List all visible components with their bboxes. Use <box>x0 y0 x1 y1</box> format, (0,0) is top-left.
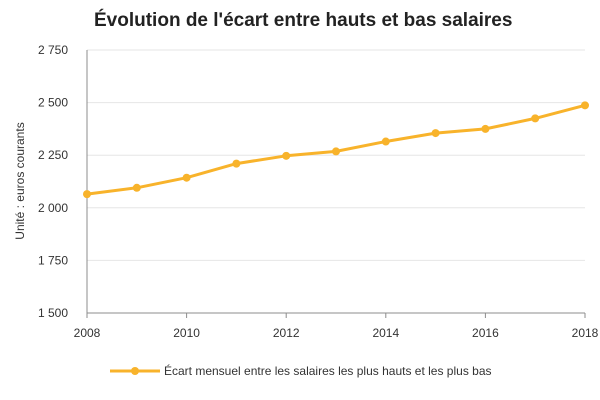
y-tick-label: 2 250 <box>38 148 68 162</box>
x-tick-label: 2010 <box>173 326 200 340</box>
data-point[interactable] <box>332 147 340 156</box>
axes: 1 500 1 750 2 000 2 250 2 500 2 750 2008 2010 20… <box>38 43 599 340</box>
x-tick-label: 2014 <box>372 326 399 340</box>
x-tick-label: 2018 <box>572 326 599 340</box>
data-point[interactable] <box>581 101 589 110</box>
data-point[interactable] <box>481 124 490 133</box>
series-layer <box>83 101 589 199</box>
x-tick-label: 2016 <box>472 326 499 340</box>
y-tick-label: 2 000 <box>38 201 68 215</box>
x-tick-label: 2012 <box>273 326 300 340</box>
x-tick-label: 2008 <box>74 326 101 340</box>
data-point[interactable] <box>431 129 440 138</box>
legend-label: Écart mensuel entre les salaires les plu… <box>164 363 492 378</box>
data-point[interactable] <box>232 159 241 168</box>
data-point[interactable] <box>83 190 91 199</box>
legend: Écart mensuel entre les salaires les plu… <box>110 363 492 378</box>
chart-title: Évolution de l'écart entre hauts et bas … <box>94 9 512 31</box>
data-point[interactable] <box>381 137 390 146</box>
y-tick-label: 1 750 <box>38 253 68 267</box>
data-point[interactable] <box>531 114 540 123</box>
data-point[interactable] <box>132 183 141 192</box>
y-axis-label: Unité : euros courants <box>13 122 27 239</box>
y-tick-label: 2 500 <box>38 96 68 110</box>
legend-marker <box>131 367 139 375</box>
data-point[interactable] <box>282 151 291 160</box>
y-tick-label: 2 750 <box>38 43 68 57</box>
y-tick-label: 1 500 <box>38 306 68 320</box>
data-point[interactable] <box>182 173 191 182</box>
